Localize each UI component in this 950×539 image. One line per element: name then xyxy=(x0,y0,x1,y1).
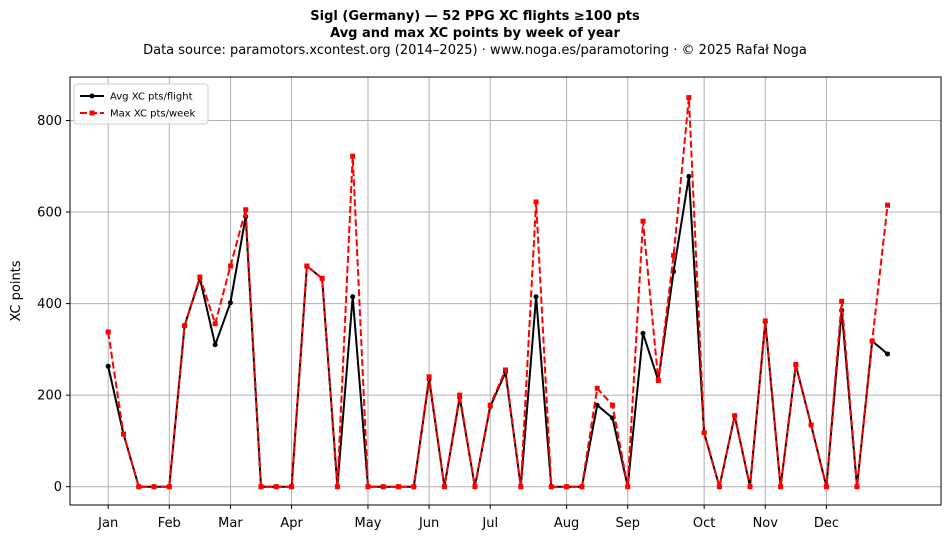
legend-box xyxy=(73,83,209,125)
data-point xyxy=(686,95,692,101)
data-point xyxy=(350,153,356,159)
x-tick-label: Aug xyxy=(554,516,579,531)
data-point xyxy=(594,385,600,391)
data-point xyxy=(227,263,233,269)
data-point xyxy=(304,263,310,269)
data-point xyxy=(594,402,600,408)
y-tick-label: 200 xyxy=(37,389,62,404)
legend-marker xyxy=(89,93,95,99)
data-point xyxy=(166,484,172,490)
data-point xyxy=(426,374,432,380)
data-point xyxy=(365,484,371,490)
data-point xyxy=(334,484,340,490)
data-point xyxy=(503,367,508,373)
chart-titles: Sigl (Germany) — 52 PPG XC flights ≥100 … xyxy=(0,8,950,59)
data-point xyxy=(457,392,463,398)
data-point xyxy=(747,484,753,490)
data-point xyxy=(793,361,799,367)
data-point xyxy=(273,484,279,490)
data-point xyxy=(120,431,126,437)
data-point xyxy=(212,342,218,348)
x-tick-label: Jul xyxy=(481,516,498,531)
y-axis-label: XC points xyxy=(9,260,24,321)
x-tick-label: Dec xyxy=(814,516,839,531)
x-axis: Jan Feb Mar Apr May Jun Jul Aug Sep Oct Nov Dec xyxy=(97,505,839,531)
data-point xyxy=(227,300,233,306)
data-point xyxy=(258,484,264,490)
chart-title: Sigl (Germany) — 52 PPG XC flights ≥100 … xyxy=(310,9,640,24)
data-point xyxy=(136,484,142,490)
y-tick-label: 0 xyxy=(54,480,62,495)
series-line xyxy=(107,175,889,488)
data-point xyxy=(243,207,249,213)
data-point xyxy=(441,484,447,490)
data-point xyxy=(640,218,646,224)
data-point xyxy=(396,484,402,490)
data-point xyxy=(151,484,157,490)
data-point xyxy=(105,363,111,369)
legend-marker xyxy=(89,110,95,116)
data-point xyxy=(854,484,860,490)
x-tick-label: May xyxy=(355,516,382,531)
x-tick-label: Feb xyxy=(158,516,181,531)
data-point xyxy=(319,275,325,281)
x-tick-label: Apr xyxy=(280,516,303,531)
data-point xyxy=(197,274,203,280)
data-point xyxy=(839,298,845,304)
series-layer xyxy=(105,95,891,490)
data-point xyxy=(823,484,829,490)
data-point xyxy=(518,484,524,490)
x-tick-label: Oct xyxy=(693,516,715,531)
data-point xyxy=(716,484,722,490)
x-tick-label: Mar xyxy=(218,516,243,531)
data-point xyxy=(762,318,768,324)
data-point xyxy=(686,173,692,179)
y-tick-label: 400 xyxy=(37,297,62,312)
data-point xyxy=(640,330,646,336)
data-point xyxy=(671,253,677,259)
data-point xyxy=(732,413,738,419)
data-point xyxy=(885,202,891,208)
data-point xyxy=(564,484,570,490)
data-point xyxy=(579,484,585,490)
grid-lines xyxy=(70,77,941,505)
data-point xyxy=(885,351,891,357)
plot-frame xyxy=(69,76,942,506)
y-tick-label: 600 xyxy=(37,206,62,221)
data-point xyxy=(548,484,554,490)
data-point xyxy=(212,321,218,327)
series-max xyxy=(105,95,891,490)
data-point xyxy=(289,484,295,490)
data-point xyxy=(182,323,188,329)
data-point xyxy=(778,484,784,490)
x-tick-label: Sep xyxy=(615,516,640,531)
data-point xyxy=(808,422,814,428)
series-line xyxy=(107,96,889,488)
x-tick-label: Nov xyxy=(753,516,779,531)
series-avg xyxy=(105,173,891,490)
chart-source: Data source: paramotors.xcontest.org (20… xyxy=(143,43,807,58)
y-axis: 0 200 400 600 800 xyxy=(37,114,70,495)
data-point xyxy=(350,294,356,300)
data-point xyxy=(533,199,539,205)
data-point xyxy=(625,484,631,490)
x-tick-label: Jan xyxy=(97,516,118,531)
data-point xyxy=(472,484,478,490)
legend: Avg XC pts/flight Max XC pts/week xyxy=(73,83,209,125)
data-point xyxy=(411,484,417,490)
x-tick-label: Jun xyxy=(418,516,439,531)
chart-subtitle: Avg and max XC points by week of year xyxy=(330,26,620,41)
data-point xyxy=(701,430,707,436)
data-point xyxy=(869,338,875,344)
data-point xyxy=(533,294,539,300)
data-point xyxy=(609,402,615,408)
data-point xyxy=(487,402,493,408)
data-point xyxy=(655,377,661,383)
y-tick-label: 800 xyxy=(37,114,62,129)
legend-label: Max XC pts/week xyxy=(110,109,195,120)
legend-label: Avg XC pts/flight xyxy=(110,92,193,103)
data-point xyxy=(105,329,111,335)
data-point xyxy=(380,484,386,490)
